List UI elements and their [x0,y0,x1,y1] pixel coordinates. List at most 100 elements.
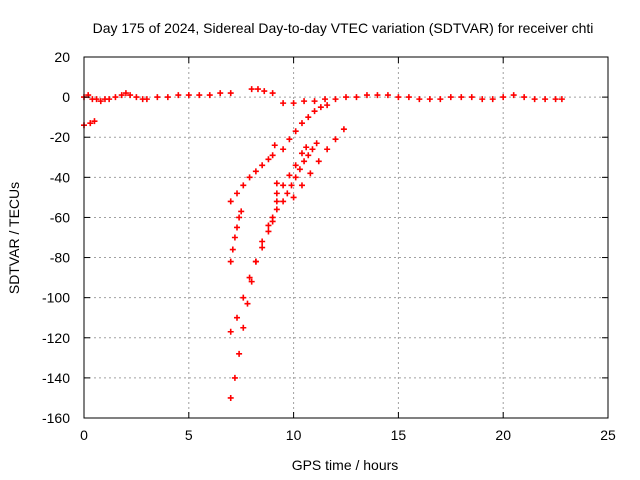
x-tick-label: 5 [185,427,193,443]
data-point [122,90,129,97]
data-point [301,98,308,105]
data-point [363,92,370,99]
data-point [468,94,475,101]
data-point [252,258,259,265]
data-point [154,94,161,101]
data-point [143,96,150,103]
data-point [236,350,243,357]
y-tick-label: 20 [54,49,70,65]
data-point [93,96,100,103]
data-point [231,234,238,241]
data-point [332,96,339,103]
data-point [395,94,402,101]
data-point [240,182,247,189]
data-point [298,150,305,157]
y-tick-label: -100 [42,290,70,306]
data-point [91,118,98,125]
data-point [510,92,517,99]
y-tick-label: -80 [50,250,70,266]
data-point [133,94,140,101]
data-point [265,228,272,235]
data-point [286,136,293,143]
y-tick-label: -160 [42,410,70,426]
data-point [196,92,203,99]
data-point [118,92,125,99]
data-point [269,214,276,221]
data-point [426,96,433,103]
data-point [271,142,278,149]
data-point [313,140,320,147]
data-point [254,86,261,93]
data-point [286,172,293,179]
data-point [305,114,312,121]
y-tick-label: -120 [42,330,70,346]
data-point [231,374,238,381]
data-point [542,96,549,103]
data-point [303,144,310,151]
y-axis-label: SDTVAR / TECUs [6,182,22,294]
data-point [269,152,276,159]
data-point [252,168,259,175]
x-tick-label: 25 [600,427,616,443]
data-point [324,146,331,153]
data-point [317,104,324,111]
data-point [353,94,360,101]
data-point [340,126,347,133]
data-point [246,174,253,181]
data-point [259,238,266,245]
data-point [238,208,245,215]
chart-title: Day 175 of 2024, Sidereal Day-to-day VTE… [93,20,594,36]
data-point [261,88,268,95]
data-point [248,86,255,93]
data-point [227,328,234,335]
data-point [298,120,305,127]
data-point [292,128,299,135]
data-point [217,90,224,97]
data-point [234,190,241,197]
data-point [479,96,486,103]
data-point [265,156,272,163]
data-point [273,190,280,197]
data-point [248,278,255,285]
data-point [259,162,266,169]
data-point [227,258,234,265]
data-point [185,92,192,99]
data-point [273,180,280,187]
data-point [296,166,303,173]
data-points [81,86,565,401]
data-point [292,162,299,169]
data-point [280,182,287,189]
data-point [97,98,104,105]
axis-ticks [83,56,609,419]
data-point [246,274,253,281]
x-tick-label: 15 [391,427,407,443]
data-point [236,214,243,221]
data-point [280,198,287,205]
data-point [552,96,559,103]
data-point [311,108,318,115]
data-point [175,92,182,99]
x-tick-label: 10 [286,427,302,443]
y-tick-label: 0 [62,89,70,105]
data-point [290,100,297,107]
x-tick-label: 0 [80,427,88,443]
data-point [531,96,538,103]
data-point [273,206,280,213]
data-point [284,190,291,197]
data-point [227,198,234,205]
y-tick-label: -20 [50,129,70,145]
data-point [229,246,236,253]
data-point [87,120,94,127]
data-point [405,94,412,101]
data-point [227,394,234,401]
data-point [322,96,329,103]
data-point [324,102,331,109]
data-point [332,136,339,143]
data-point [447,94,454,101]
data-point [273,198,280,205]
data-point [288,182,295,189]
data-point [292,174,299,181]
data-point [280,100,287,107]
y-tick-label: -60 [50,209,70,225]
data-point [127,92,134,99]
